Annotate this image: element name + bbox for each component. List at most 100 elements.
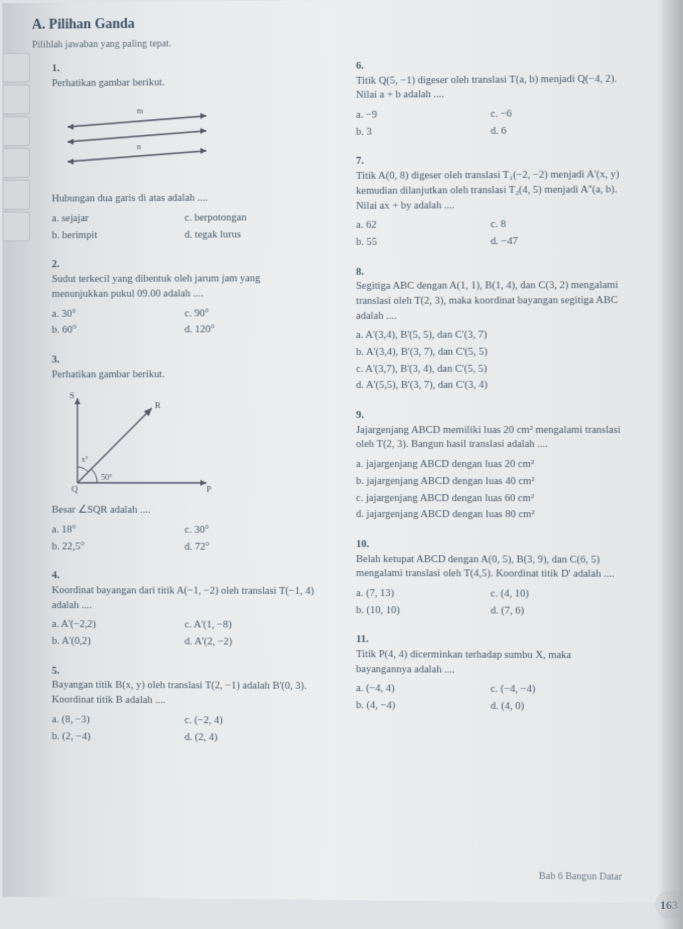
q7-answers: a. 62 c. 8 b. 55 d. −47 xyxy=(356,217,626,252)
svg-text:x°: x° xyxy=(81,455,88,464)
q6-text: Titik Q(5, −1) digeser oleh translasi T(… xyxy=(356,73,617,101)
q8-answers: a. A'(3,4), B'(5, 5), dan C'(3, 7) b. A'… xyxy=(356,328,626,396)
question-10: 10. Belah ketupat ABCD dengan A(0, 5), B… xyxy=(356,538,642,621)
question-4: 4. Koordinat bayangan dari titik A(−1, −… xyxy=(52,570,334,652)
opt-a: a. 18° xyxy=(52,522,185,539)
opt-c: c. A'(3,7), B'(3, 4), dan C'(5, 5) xyxy=(356,361,626,378)
qbody: Titik P(4, 4) dicerminkan terhadap sumbu… xyxy=(356,648,626,716)
qbody: Belah ketupat ABCD dengan A(0, 5), B(3, … xyxy=(356,553,626,621)
question-5: 5. Bayangan titik B(x, y) oleh translasi… xyxy=(52,664,334,747)
question-3: 3. Perhatikan gambar berikut. xyxy=(52,353,334,556)
opt-a: a. A'(3,4), B'(5, 5), dan C'(3, 7) xyxy=(356,328,626,345)
opt-c: c. 90° xyxy=(184,306,318,323)
opt-c: c. 8 xyxy=(491,217,626,234)
svg-text:Q: Q xyxy=(72,484,79,494)
svg-text:50°: 50° xyxy=(101,473,112,482)
q3-sub: Besar ∠SQR adalah .... xyxy=(52,505,151,516)
opt-a: a. (−4, 4) xyxy=(356,682,491,699)
qbody: Bayangan titik B(x, y) oleh translasi T(… xyxy=(52,679,318,747)
question-2: 2. Sudut terkecil yang dibentuk oleh jar… xyxy=(52,257,334,339)
instruction: Pilihlah jawaban yang paling tepat. xyxy=(32,34,642,50)
qnum: 5. xyxy=(52,664,66,679)
opt-d: d. 72° xyxy=(184,539,318,556)
q7-text: Titik A(0, 8) digeser oleh translasi T₁(… xyxy=(356,169,619,211)
opt-b: b. (2, −4) xyxy=(52,729,185,746)
opt-d: d. A'(5,5), B'(3, 7), dan C'(3, 4) xyxy=(356,378,626,395)
col-right: 6. Titik Q(5, −1) digeser oleh translasi… xyxy=(356,57,642,763)
q3-answers: a. 18° c. 30° b. 22,5° d. 72° xyxy=(52,522,318,556)
opt-a: a. sejajar xyxy=(52,211,185,228)
qbody: Sudut terkecil yang dibentuk oleh jarum … xyxy=(52,272,318,339)
q2-text: Sudut terkecil yang dibentuk oleh jarum … xyxy=(52,273,261,299)
opt-c: c. A'(1, −8) xyxy=(184,618,318,635)
q11-text: Titik P(4, 4) dicerminkan terhadap sumbu… xyxy=(356,649,571,675)
q8-text: Segitiga ABC dengan A(1, 1), B(1, 4), da… xyxy=(356,280,618,321)
question-11: 11. Titik P(4, 4) dicerminkan terhadap s… xyxy=(356,633,642,716)
opt-d: d. (4, 0) xyxy=(491,699,626,717)
col-left: 1. Perhatikan gambar berikut. xyxy=(52,60,334,761)
label-m: m xyxy=(137,107,144,116)
opt-b: b. 60° xyxy=(52,323,185,340)
qnum: 3. xyxy=(52,353,66,368)
page: A. Pilihan Ganda Pilihlah jawaban yang p… xyxy=(2,0,662,903)
q5-answers: a. (8, −3) c. (−2, 4) b. (2, −4) d. (2, … xyxy=(52,712,318,747)
q1-sub: Hubungan dua garis di atas adalah .... xyxy=(52,193,208,205)
q1-figure: m n xyxy=(58,96,217,187)
opt-b: b. (10, 10) xyxy=(356,603,491,620)
qbody: Jajargenjang ABCD memiliki luas 20 cm² m… xyxy=(356,424,626,525)
qnum: 8. xyxy=(356,265,370,280)
svg-text:R: R xyxy=(155,400,161,410)
opt-b: b. jajargenjang ABCD dengan luas 40 cm² xyxy=(356,474,626,491)
q11-answers: a. (−4, 4) c. (−4, −4) b. (4, −4) d. (4,… xyxy=(356,682,626,717)
opt-c: c. berpotongan xyxy=(184,210,318,227)
opt-b: b. (4, −4) xyxy=(356,698,491,715)
qnum: 9. xyxy=(356,409,370,424)
tab xyxy=(2,212,30,242)
question-9: 9. Jajargenjang ABCD memiliki luas 20 cm… xyxy=(356,409,642,525)
opt-a: a. −9 xyxy=(356,107,491,125)
qbody: Titik A(0, 8) digeser oleh translasi T₁(… xyxy=(356,168,626,251)
opt-b: b. 22,5° xyxy=(52,539,185,556)
opt-c: c. jajargenjang ABCD dengan luas 60 cm² xyxy=(356,491,626,508)
question-1: 1. Perhatikan gambar berikut. xyxy=(52,60,334,245)
q9-text: Jajargenjang ABCD memiliki luas 20 cm² m… xyxy=(356,425,621,451)
opt-b: b. A'(3,4), B'(3, 7), dan C'(5, 5) xyxy=(356,344,626,361)
opt-d: d. tegak lurus xyxy=(184,227,318,244)
qnum: 10. xyxy=(356,538,370,553)
qnum: 7. xyxy=(356,155,370,170)
opt-a: a. (8, −3) xyxy=(52,712,185,729)
opt-d: d. jajargenjang ABCD dengan luas 80 cm² xyxy=(356,507,626,524)
svg-text:S: S xyxy=(70,391,75,401)
edge-shadow xyxy=(658,0,683,929)
opt-c: c. 30° xyxy=(184,523,318,540)
qnum: 11. xyxy=(356,633,370,648)
q9-answers: a. jajargenjang ABCD dengan luas 20 cm² … xyxy=(356,457,626,524)
section-title: A. Pilihan Ganda xyxy=(32,12,642,34)
q3-figure: S R x° 50° Q P xyxy=(58,388,217,498)
tab xyxy=(2,84,30,114)
qbody: Koordinat bayangan dari titik A(−1, −2) … xyxy=(52,584,318,652)
q2-answers: a. 30° c. 90° b. 60° d. 120° xyxy=(52,306,318,340)
q10-text: Belah ketupat ABCD dengan A(0, 5), B(3, … xyxy=(356,554,614,580)
opt-c: c. (−4, −4) xyxy=(491,682,626,699)
opt-d: d. (7, 6) xyxy=(491,603,626,620)
opt-d: d. (2, 4) xyxy=(184,730,318,748)
label-n: n xyxy=(137,143,141,152)
question-8: 8. Segitiga ABC dengan A(1, 1), B(1, 4),… xyxy=(356,264,642,395)
opt-a: a. 62 xyxy=(356,217,491,234)
q4-answers: a. A'(−2,2) c. A'(1, −8) b. A'(0,2) d. A… xyxy=(52,617,318,651)
q5-text: Bayangan titik B(x, y) oleh translasi T(… xyxy=(52,680,307,706)
opt-b: b. berimpit xyxy=(52,227,185,244)
qnum: 1. xyxy=(52,62,66,77)
opt-a: a. jajargenjang ABCD dengan luas 20 cm² xyxy=(356,457,626,474)
opt-a: a. 30° xyxy=(52,306,185,323)
opt-c: c. (4, 10) xyxy=(491,586,626,603)
opt-c: c. −6 xyxy=(491,106,626,124)
question-6: 6. Titik Q(5, −1) digeser oleh translasi… xyxy=(356,57,642,141)
opt-d: d. −47 xyxy=(491,233,626,250)
opt-b: b. A'(0,2) xyxy=(52,634,185,651)
qnum: 6. xyxy=(356,60,370,75)
q10-answers: a. (7, 13) c. (4, 10) b. (10, 10) d. (7,… xyxy=(356,586,626,620)
qnum: 2. xyxy=(52,259,66,274)
opt-a: a. A'(−2,2) xyxy=(52,617,185,634)
